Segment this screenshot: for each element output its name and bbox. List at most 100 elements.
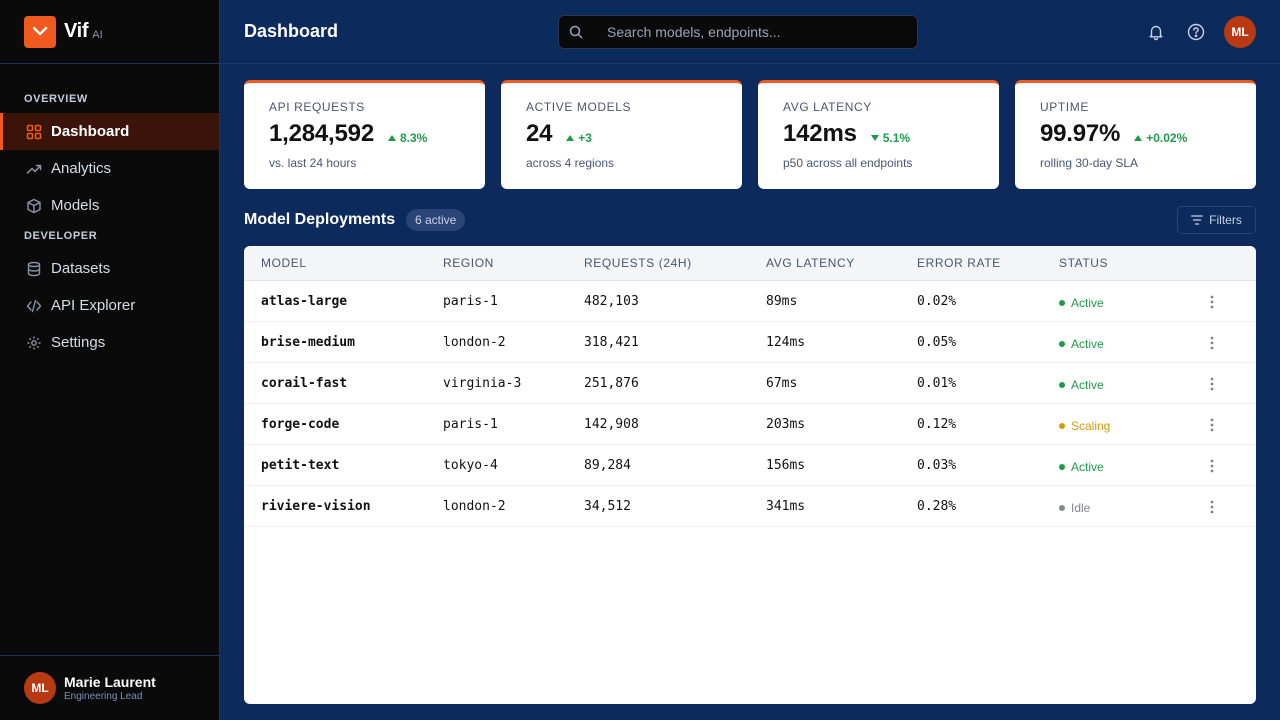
requests-cell: 482,103: [584, 293, 639, 309]
table-row[interactable]: corail-fast virginia-3 251,876 67ms 0.01% Act…: [244, 363, 1256, 404]
cube-icon: [25, 197, 43, 215]
column-header-requests[interactable]: REQUESTS (24H): [584, 256, 692, 270]
table-row[interactable]: riviere-vision london-2 34,512 341ms 0.28% Id…: [244, 486, 1256, 527]
sidebar-item-models[interactable]: Models: [0, 187, 219, 224]
latency-cell: 67ms: [766, 375, 798, 391]
region-cell: tokyo-4: [443, 457, 498, 473]
more-options-icon[interactable]: [1202, 375, 1222, 393]
status-dot-icon: [1059, 299, 1065, 306]
status-badge: Active: [1059, 378, 1104, 392]
stat-label: ACTIVE MODELS: [526, 100, 632, 114]
arrow-up-icon: [1134, 135, 1143, 141]
status-label: Scaling: [1071, 418, 1111, 433]
nav-section-overview: OVERVIEW: [24, 93, 88, 105]
stat-value: 142ms: [783, 120, 857, 147]
status-dot-icon: [1059, 422, 1065, 429]
arrow-up-icon: [387, 135, 396, 141]
more-options-icon[interactable]: [1202, 334, 1222, 352]
sidebar-item-api-explorer[interactable]: API Explorer: [0, 287, 219, 324]
latency-cell: 89ms: [766, 293, 798, 309]
status-label: Active: [1071, 336, 1104, 351]
region-cell: london-2: [443, 498, 506, 514]
sidebar-user[interactable]: ML Marie Laurent Engineering Lead: [0, 655, 219, 720]
help-icon[interactable]: [1186, 22, 1206, 42]
sidebar-item-settings[interactable]: Settings: [0, 324, 219, 361]
header-avatar[interactable]: ML: [1224, 16, 1256, 48]
model-cell: forge-code: [261, 416, 340, 432]
column-header-region[interactable]: REGION: [443, 256, 494, 270]
stat-card-uptime: UPTIME 99.97% +0.02% rolling 30-day SLA: [1015, 80, 1256, 189]
brand-name: Vif: [64, 20, 89, 42]
status-dot-icon: [1059, 340, 1065, 347]
region-cell: paris-1: [443, 293, 498, 309]
stat-value: 24: [526, 120, 553, 147]
model-cell: corail-fast: [261, 375, 348, 391]
column-header-status[interactable]: STATUS: [1059, 256, 1109, 270]
user-name: Marie Laurent: [64, 674, 156, 690]
column-header-error-rate[interactable]: ERROR RATE: [917, 256, 1001, 270]
status-badge: Active: [1059, 337, 1104, 351]
stat-delta: 5.1%: [870, 131, 910, 145]
more-options-icon[interactable]: [1202, 498, 1222, 516]
status-dot-icon: [1059, 504, 1065, 511]
database-icon: [25, 260, 43, 278]
sidebar-item-dashboard[interactable]: Dashboard: [0, 113, 219, 150]
table-row[interactable]: petit-text tokyo-4 89,284 156ms 0.03% Active: [244, 445, 1256, 486]
sidebar: Vif AI OVERVIEW Dashboard Analytics Mode…: [0, 0, 220, 720]
status-dot-icon: [1059, 381, 1065, 388]
error-rate-cell: 0.28%: [917, 498, 957, 514]
search-icon: [569, 25, 583, 39]
sidebar-item-label: Settings: [51, 334, 106, 351]
region-cell: paris-1: [443, 416, 498, 432]
stat-label: API REQUESTS: [269, 100, 365, 114]
filters-button[interactable]: Filters: [1177, 206, 1256, 234]
stat-card-avg-latency: AVG LATENCY 142ms 5.1% p50 across all en…: [758, 80, 999, 189]
latency-cell: 124ms: [766, 334, 806, 350]
sidebar-item-label: Models: [51, 197, 100, 214]
more-options-icon[interactable]: [1202, 457, 1222, 475]
table-row[interactable]: forge-code paris-1 142,908 203ms 0.12% Scalin…: [244, 404, 1256, 445]
more-options-icon[interactable]: [1202, 416, 1222, 434]
status-badge: Idle: [1059, 501, 1090, 515]
brand[interactable]: Vif AI: [0, 0, 219, 64]
table-header: MODEL REGION REQUESTS (24H) AVG LATENCY …: [244, 246, 1256, 281]
table-row[interactable]: brise-medium london-2 318,421 124ms 0.05% Act…: [244, 322, 1256, 363]
grid-icon: [25, 123, 43, 141]
sidebar-item-label: API Explorer: [51, 297, 136, 314]
header: Dashboard ML: [220, 0, 1280, 64]
model-cell: petit-text: [261, 457, 340, 473]
stat-sub: vs. last 24 hours: [269, 156, 357, 170]
sidebar-item-analytics[interactable]: Analytics: [0, 150, 219, 187]
model-cell: brise-medium: [261, 334, 355, 350]
status-badge: Active: [1059, 296, 1104, 310]
column-header-model[interactable]: MODEL: [261, 256, 307, 270]
table-row[interactable]: atlas-large paris-1 482,103 89ms 0.02% Active: [244, 281, 1256, 322]
avatar: ML: [24, 672, 56, 704]
latency-cell: 156ms: [766, 457, 806, 473]
code-icon: [25, 297, 43, 315]
model-cell: atlas-large: [261, 293, 348, 309]
sidebar-item-label: Dashboard: [51, 123, 130, 140]
column-header-latency[interactable]: AVG LATENCY: [766, 256, 855, 270]
stat-card-active-models: ACTIVE MODELS 24 +3 across 4 regions: [501, 80, 742, 189]
status-label: Active: [1071, 459, 1104, 474]
stat-sub: across 4 regions: [526, 156, 615, 170]
stat-delta: +0.02%: [1134, 131, 1187, 145]
deployments-table: MODEL REGION REQUESTS (24H) AVG LATENCY …: [244, 246, 1256, 704]
requests-cell: 34,512: [584, 498, 631, 514]
requests-cell: 251,876: [584, 375, 639, 391]
error-rate-cell: 0.05%: [917, 334, 957, 350]
search-bar[interactable]: [558, 15, 918, 49]
brand-tag: AI: [92, 28, 103, 41]
arrow-up-icon: [566, 135, 575, 141]
status-badge: Scaling: [1059, 419, 1110, 433]
region-cell: virginia-3: [443, 375, 522, 391]
arrow-down-icon: [870, 135, 879, 141]
latency-cell: 203ms: [766, 416, 806, 432]
search-input[interactable]: [607, 24, 907, 40]
more-options-icon[interactable]: [1202, 293, 1222, 311]
active-count-badge: 6 active: [406, 209, 466, 231]
status-label: Idle: [1071, 500, 1091, 515]
bell-icon[interactable]: [1146, 22, 1166, 42]
sidebar-item-datasets[interactable]: Datasets: [0, 250, 219, 287]
